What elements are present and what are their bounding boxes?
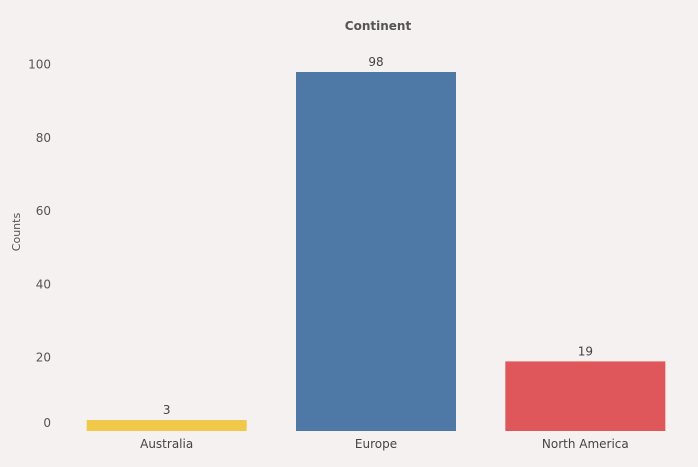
x-tick-label: Europe: [355, 437, 397, 451]
y-tick-label: 40: [36, 277, 51, 291]
y-tick-label: 0: [43, 416, 51, 430]
x-axis: Australia Europe North America: [140, 437, 629, 451]
bar-australia[interactable]: [86, 420, 247, 431]
chart-title: Continent: [345, 19, 412, 33]
bar-value-label: 19: [578, 344, 593, 358]
x-tick-label: Australia: [140, 437, 193, 451]
bar-north-america[interactable]: [505, 361, 666, 431]
bars-group: 3 98 19: [86, 55, 666, 431]
y-tick-label: 100: [28, 58, 51, 72]
y-tick-label: 20: [36, 351, 51, 365]
y-axis-label: Counts: [10, 213, 23, 252]
y-tick-label: 60: [36, 204, 51, 218]
bar-europe[interactable]: [296, 72, 456, 431]
y-axis: 0 20 40 60 80 100: [28, 58, 51, 430]
bar-value-label: 98: [368, 55, 383, 69]
bar-value-label: 3: [163, 403, 171, 417]
y-tick-label: 80: [36, 131, 51, 145]
x-tick-label: North America: [542, 437, 629, 451]
